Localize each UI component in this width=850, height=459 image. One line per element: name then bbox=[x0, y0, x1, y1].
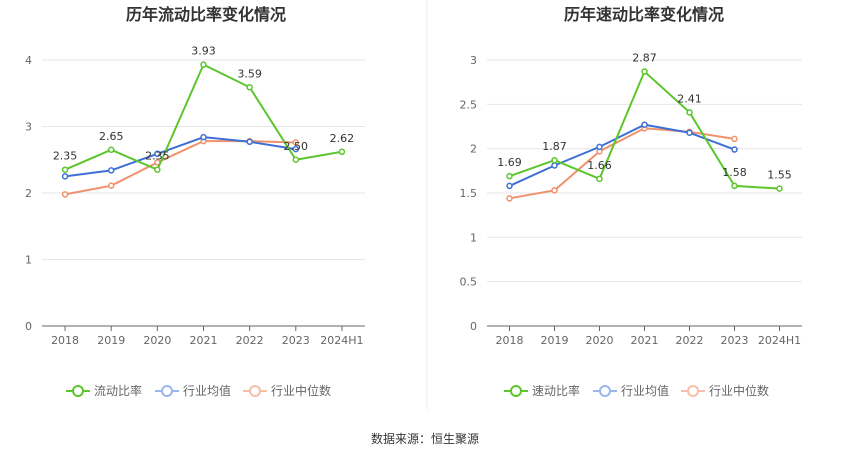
chart-1: 历年流动比率变化情况 0 1 2 3 4 2018 2019 2020 2021 2022 2023 2… bbox=[25, 5, 365, 398]
data-point-3 bbox=[551, 187, 558, 194]
y-tick-label: 2.5 bbox=[460, 98, 478, 111]
series-line-1 bbox=[64, 63, 343, 172]
legend-marker bbox=[599, 385, 611, 397]
data-point-2 bbox=[61, 173, 69, 180]
data-point-1 bbox=[686, 109, 693, 116]
x-tick-label: 2018 bbox=[51, 334, 79, 347]
x-tick-label: 2020 bbox=[143, 334, 171, 347]
data-point-2 bbox=[292, 145, 300, 153]
data-point-2 bbox=[200, 133, 207, 141]
series-line-3 bbox=[64, 140, 296, 196]
series-line-2 bbox=[64, 136, 296, 178]
data-point-2 bbox=[107, 167, 115, 174]
data-point-1 bbox=[641, 68, 648, 75]
y-tick-label: 4 bbox=[25, 54, 32, 67]
x-tick-label: 2023 bbox=[282, 334, 310, 347]
chart-2: 历年速动比率变化情况 0 0.5 1 1.5 2 2.5 3 2018 2019 2020 2021 2… bbox=[460, 5, 802, 398]
data-point-1 bbox=[731, 182, 738, 190]
data-point-1 bbox=[596, 175, 603, 183]
data-point-3 bbox=[107, 182, 115, 189]
data-point-1 bbox=[107, 146, 115, 154]
y-tick-label: 2 bbox=[470, 143, 477, 156]
data-label: 2.87 bbox=[632, 52, 657, 65]
data-label: 1.55 bbox=[767, 169, 792, 182]
legend-label: 行业均值 bbox=[183, 383, 231, 398]
data-point-2 bbox=[551, 162, 558, 169]
data-point-2 bbox=[154, 150, 161, 158]
x-tick-label: 2023 bbox=[721, 334, 749, 347]
x-tick-label: 2022 bbox=[676, 334, 704, 347]
data-point-2 bbox=[596, 143, 603, 151]
y-tick-label: 1 bbox=[25, 254, 32, 267]
y-tick-label: 3 bbox=[25, 121, 32, 134]
data-label: 1.69 bbox=[497, 156, 522, 169]
data-point-2 bbox=[641, 121, 648, 128]
y-tick-label: 1.5 bbox=[460, 187, 478, 200]
y-tick-label: 0 bbox=[470, 320, 477, 333]
data-label: 3.93 bbox=[191, 45, 216, 58]
data-label: 2.65 bbox=[99, 130, 124, 143]
data-point-1 bbox=[776, 185, 783, 192]
data-label: 1.58 bbox=[722, 166, 747, 179]
legend-label: 速动比率 bbox=[532, 383, 580, 398]
legend-marker bbox=[249, 385, 261, 397]
data-point-2 bbox=[686, 129, 693, 136]
data-label: 2.35 bbox=[53, 150, 78, 163]
x-tick-label: 2022 bbox=[236, 334, 264, 347]
legend-label: 行业中位数 bbox=[271, 383, 331, 398]
y-tick-label: 0 bbox=[25, 320, 32, 333]
data-point-1 bbox=[154, 166, 161, 173]
legend-label: 流动比率 bbox=[94, 383, 142, 398]
x-tick-label: 2018 bbox=[496, 334, 524, 347]
data-label: 3.59 bbox=[237, 67, 262, 80]
data-point-2 bbox=[246, 138, 253, 146]
series-line-3 bbox=[509, 127, 735, 200]
chart-title: 历年流动比率变化情况 bbox=[126, 5, 286, 24]
series-line-2 bbox=[509, 123, 735, 187]
data-point-1 bbox=[246, 84, 253, 91]
data-label: 1.66 bbox=[587, 159, 612, 172]
data-point-1 bbox=[292, 156, 300, 163]
x-tick-label: 2024H1 bbox=[320, 334, 363, 347]
x-tick-label: 2024H1 bbox=[758, 334, 801, 347]
data-label: 2.41 bbox=[677, 92, 702, 105]
data-label: 1.87 bbox=[542, 140, 567, 153]
y-tick-label: 1 bbox=[470, 231, 477, 244]
data-point-3 bbox=[506, 195, 513, 202]
data-label: 2.35 bbox=[145, 150, 170, 163]
data-point-3 bbox=[292, 139, 300, 146]
data-point-1 bbox=[506, 172, 513, 180]
data-point-1 bbox=[338, 148, 346, 156]
x-tick-label: 2020 bbox=[586, 334, 614, 347]
source-text: 数据来源：恒生聚源 bbox=[371, 431, 479, 446]
y-tick-label: 2 bbox=[25, 187, 32, 200]
data-point-1 bbox=[551, 156, 558, 164]
y-tick-label: 3 bbox=[470, 54, 477, 67]
x-tick-label: 2021 bbox=[190, 334, 218, 347]
data-point-2 bbox=[506, 182, 513, 190]
legend-label: 行业均值 bbox=[621, 383, 669, 398]
data-label: 2.62 bbox=[330, 132, 355, 145]
legend-marker bbox=[161, 385, 173, 397]
legend-label: 行业中位数 bbox=[709, 383, 769, 398]
data-point-1 bbox=[61, 166, 69, 173]
y-tick-label: 0.5 bbox=[460, 276, 478, 289]
data-point-1 bbox=[200, 61, 207, 68]
data-point-3 bbox=[731, 135, 738, 143]
data-point-3 bbox=[61, 191, 69, 198]
legend-marker bbox=[510, 385, 522, 397]
chart-title: 历年速动比率变化情况 bbox=[564, 5, 724, 24]
x-tick-label: 2019 bbox=[541, 334, 569, 347]
data-point-2 bbox=[731, 146, 738, 153]
x-tick-label: 2019 bbox=[97, 334, 125, 347]
data-label: 2.50 bbox=[284, 140, 309, 153]
x-tick-label: 2021 bbox=[631, 334, 659, 347]
legend-marker bbox=[687, 385, 699, 397]
legend-marker bbox=[72, 385, 84, 397]
